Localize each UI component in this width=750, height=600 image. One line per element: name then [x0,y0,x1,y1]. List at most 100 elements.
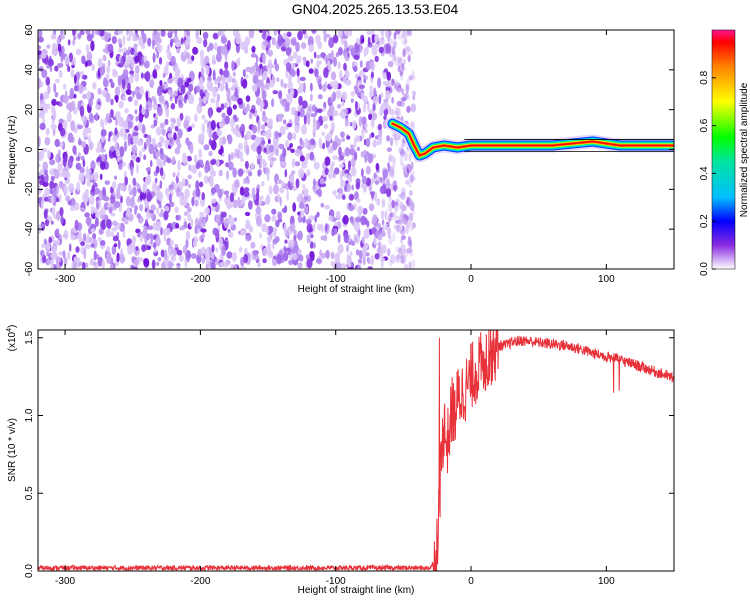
spectrogram-cell [88,195,95,205]
spectrogram-cell [348,262,352,268]
spectrogram-cell [89,237,93,244]
spectrogram-cell [327,173,333,179]
spectrogram-cell [187,174,193,180]
spectrogram-cell [209,138,212,146]
y-tick-label: 40 [24,64,35,76]
spectrogram-cell [90,228,96,233]
spectrogram-cell [339,155,344,161]
spectrogram-cell [52,110,57,119]
spectrogram-cell [130,47,135,56]
spectrogram-cell [391,46,396,56]
spectrogram-cell [55,154,59,163]
spectrogram-cell [94,187,101,195]
spectrogram-cell [167,262,175,267]
spectrogram-cell [379,37,385,45]
snr-y-label: SNR (10 * v/v) [7,418,18,482]
spectrogram-cell [243,106,249,114]
spectrogram-cell [282,147,287,158]
spectrogram-cell [110,212,116,217]
spectrogram-cell [356,265,361,269]
spectrogram-cell [377,77,382,89]
spectrogram-cell [371,112,378,121]
spectrogram-cell [152,101,159,111]
spectrogram-cell [193,154,198,164]
spectrogram-cell [361,236,365,244]
spectrogram-cell [221,245,226,257]
spectrogram-cell [100,129,107,137]
spectrogram-cell [53,30,57,35]
spectrogram-cell [125,49,131,56]
spectrogram-cell [328,37,335,49]
spectrogram-cell [46,244,51,250]
spectrogram-cell [103,196,110,202]
spectrogram-cell [110,231,115,237]
spectrogram-cell [256,154,263,160]
spectrogram-cell [262,70,268,81]
spectrogram-cell [332,91,336,102]
x-tick-label: 100 [598,274,615,285]
spectrogram-cell [67,251,71,261]
spectrogram-cell [335,194,342,200]
spectrogram-cell [256,184,261,189]
spectrogram-cell [161,261,166,269]
spectrogram-cell [100,214,106,220]
spectrogram-cell [228,231,234,238]
y-tick-label: -40 [24,222,35,237]
spectrogram-cell [258,30,263,33]
spectrogram-cell [338,146,342,157]
spectrogram-cell [212,32,219,40]
spectrogram-cell [348,193,355,201]
spectrogram-cell [105,229,111,238]
spectrogram-cell [211,244,215,253]
spectrogram-cell [204,207,211,215]
spectrogram-cell [387,60,394,68]
spectrogram-cell [132,177,137,186]
spectrogram-cell [159,136,165,143]
spectrogram-cell [108,112,112,124]
spectrogram-cell [97,161,101,167]
spectrogram-cell [48,236,53,244]
spectrogram-cell [85,44,90,53]
spectrogram-cell [200,228,207,233]
spectrogram-cell [76,234,80,240]
spectrogram-cell [85,243,91,250]
spectrogram-cell [203,175,209,184]
spectrogram-cell [145,218,148,226]
spectrogram-cell [277,193,281,203]
spectrogram-cell [387,221,390,226]
spectrogram-cell [290,62,296,69]
spectrogram-cell [137,122,143,130]
spectrogram-cell [135,156,141,163]
spectrogram-cell [158,192,163,203]
spectrogram-cell [266,35,272,41]
spectrogram-cell [401,88,404,95]
spectrogram-cell [106,219,112,229]
spectrogram-cell [317,187,322,198]
spectrogram-cell [399,213,403,224]
spectrogram-cell [267,59,273,70]
spectrogram-cell [285,62,292,72]
spectrogram-cell [248,30,255,39]
spectrogram-cell [311,113,317,118]
spectrogram-cell [67,158,73,169]
spectrogram-cell [102,78,109,88]
x-tick-label: 0 [468,274,474,285]
spectrogram-cell [182,177,186,186]
spectrogram-cell [104,180,111,186]
spectrogram-cell [387,248,391,257]
y-tick-label: 0.5 [24,486,35,500]
spectrogram-cell [377,222,381,229]
spectrogram-cell [160,249,165,258]
spectrogram-cell [174,125,179,132]
spectrogram-cell [60,30,64,36]
spectrogram-cell [111,245,117,255]
spectrogram-cell [240,41,247,50]
spectrogram-cell [387,30,393,36]
spectrogram-cell [392,185,398,192]
spectrogram-cell [343,233,349,244]
spectrogram-cell [164,118,169,126]
spectrogram-cell [107,137,111,142]
spectrogram-cell [38,30,43,39]
spectrogram-cell [90,174,94,181]
spectrogram-cell [111,36,117,44]
